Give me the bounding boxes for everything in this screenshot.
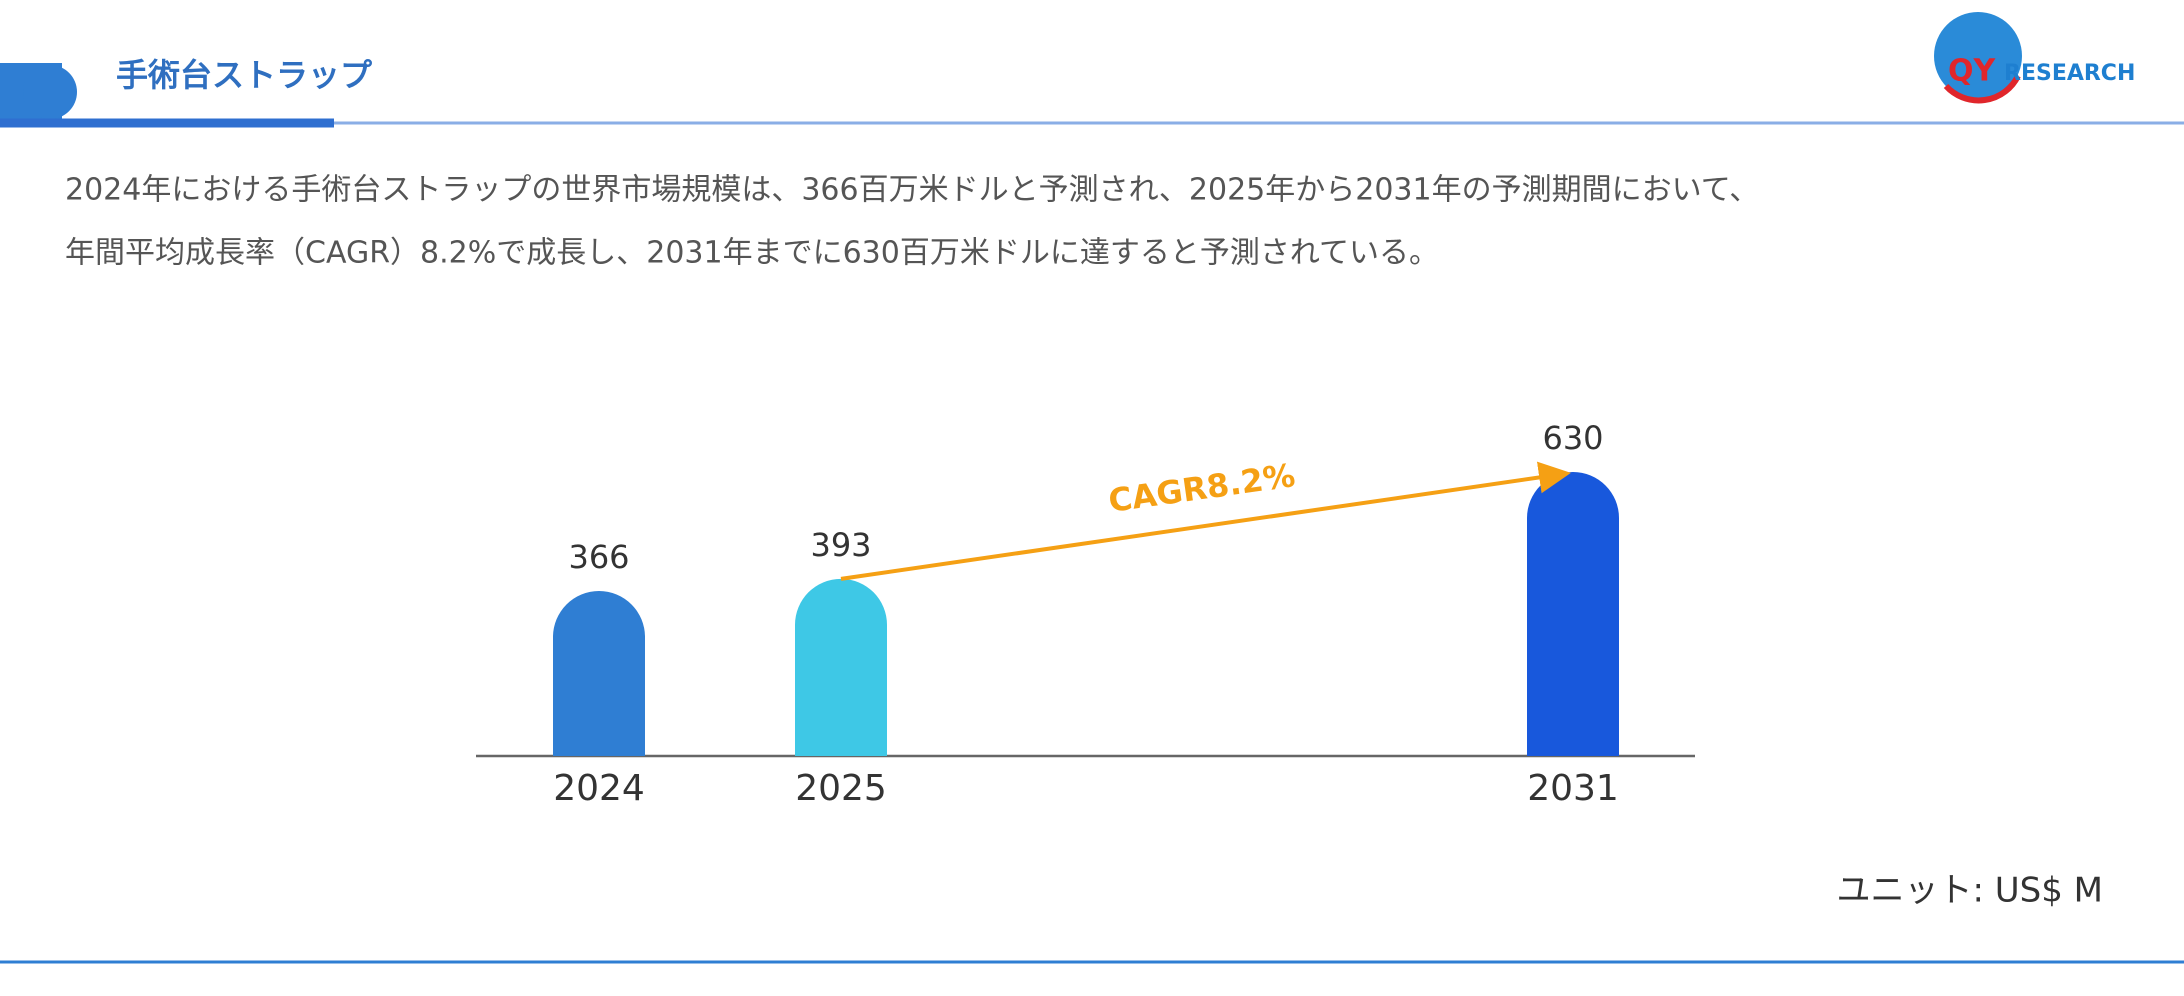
value-label: 630 [1542, 419, 1603, 457]
header-title: 手術台ストラップ [116, 56, 373, 94]
unit-label: ユニット: US$ M [1836, 871, 2103, 911]
description-line: 年間平均成長率（CAGR）8.2%で成長し、2031年までに630百万米ドルに達… [65, 236, 1439, 271]
header-tab-cap [23, 65, 77, 119]
logo-mark: QY [1948, 54, 1997, 89]
cagr-label: CAGR8.2% [1106, 456, 1297, 520]
logo-globe [1934, 12, 2022, 100]
x-tick-label: 2025 [795, 768, 887, 809]
description-line: 2024年における手術台ストラップの世界市場規模は、366百万米ドルと予測され、… [65, 173, 1759, 208]
bar [1527, 472, 1619, 756]
x-tick-label: 2024 [553, 768, 645, 809]
value-label: 393 [810, 526, 871, 564]
cagr-arrow [840, 461, 1571, 581]
value-label: 366 [568, 538, 629, 576]
logo-text: RESEARCH [2004, 61, 2135, 86]
bar [553, 591, 645, 756]
bar [795, 578, 888, 756]
logo-swoosh [1943, 74, 2021, 104]
x-tick-label: 2031 [1527, 768, 1619, 809]
